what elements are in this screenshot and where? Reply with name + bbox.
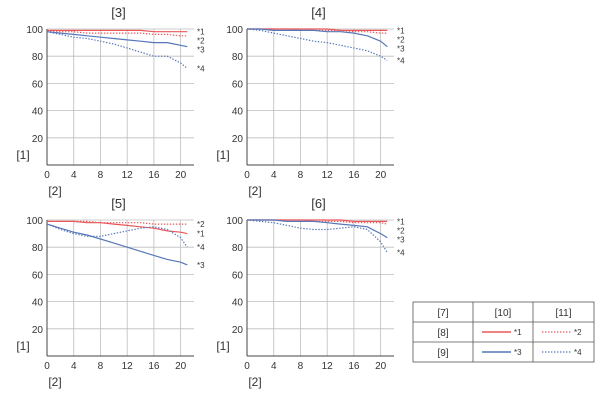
y-tick-label: 80 xyxy=(32,243,44,254)
x-axis-label: [2] xyxy=(248,375,261,389)
series-line-star3 xyxy=(46,223,188,266)
x-axis-label: [2] xyxy=(248,184,261,198)
series-end-label: *1 xyxy=(397,26,405,35)
y-tick-label: 40 xyxy=(32,298,44,309)
chart-title: [5] xyxy=(111,196,125,211)
legend-header: [11] xyxy=(556,308,572,319)
x-axis-label: [2] xyxy=(48,375,61,389)
y-tick-label: 20 xyxy=(232,325,244,336)
x-tick-label: 20 xyxy=(375,361,387,372)
x-tick-label: 20 xyxy=(175,361,187,372)
y-tick-label: 60 xyxy=(232,79,244,90)
y-tick-label: 40 xyxy=(232,298,244,309)
chart-title: [6] xyxy=(311,196,325,211)
y-tick-label: 100 xyxy=(226,216,243,227)
y-tick-label: 80 xyxy=(232,243,244,254)
series-line-star2 xyxy=(47,31,188,37)
x-tick-label: 16 xyxy=(348,170,360,181)
series-end-label: *3 xyxy=(197,46,205,55)
series-end-label: *2 xyxy=(197,37,205,46)
series-end-label: *3 xyxy=(397,44,405,53)
legend-row-label: [8] xyxy=(437,328,448,339)
series-line-star2 xyxy=(47,220,188,225)
legend-series-label: *1 xyxy=(514,328,522,337)
x-tick-label: 4 xyxy=(71,361,77,372)
series-end-label: *4 xyxy=(397,249,405,258)
legend-header: [10] xyxy=(495,308,512,319)
y-tick-label: 20 xyxy=(32,134,44,145)
x-tick-label: 8 xyxy=(98,361,104,372)
y-axis-label: [1] xyxy=(216,339,229,353)
legend-series-label: *4 xyxy=(574,348,582,357)
x-tick-label: 0 xyxy=(44,361,50,372)
legend-row-label: [9] xyxy=(437,348,448,359)
x-tick-label: 0 xyxy=(244,170,250,181)
legend-series-label: *2 xyxy=(574,328,582,337)
legend-table: [7] [10] [11] [8] *1 *2 [9] *3 *4 xyxy=(412,301,595,363)
series-end-label: *3 xyxy=(197,261,205,270)
series-end-label: *2 xyxy=(397,226,405,235)
x-tick-label: 12 xyxy=(322,361,334,372)
x-tick-label: 16 xyxy=(148,170,160,181)
x-tick-label: 8 xyxy=(298,361,304,372)
y-tick-label: 40 xyxy=(32,107,44,118)
x-tick-label: 8 xyxy=(98,170,104,181)
y-axis-label: [1] xyxy=(216,148,229,162)
x-tick-label: 20 xyxy=(375,170,387,181)
y-tick-label: 80 xyxy=(32,52,44,63)
y-tick-label: 100 xyxy=(26,25,43,36)
series-line-star3 xyxy=(247,28,388,48)
series-end-label: *1 xyxy=(197,28,205,37)
y-axis-label: [1] xyxy=(16,339,29,353)
series-line-star3 xyxy=(46,31,188,48)
series-end-label: *1 xyxy=(197,230,205,239)
series-end-label: *3 xyxy=(397,235,405,244)
chart-title: [4] xyxy=(311,5,325,20)
y-tick-label: 40 xyxy=(232,107,244,118)
y-tick-label: 100 xyxy=(26,216,43,227)
y-tick-label: 20 xyxy=(232,134,244,145)
x-tick-label: 4 xyxy=(271,170,277,181)
series-end-label: *4 xyxy=(197,64,205,73)
chart-title: [3] xyxy=(111,5,125,20)
series-line-star4 xyxy=(246,219,388,253)
x-tick-label: 16 xyxy=(348,361,360,372)
y-axis-label: [1] xyxy=(16,148,29,162)
y-tick-label: 80 xyxy=(232,52,244,63)
x-tick-label: 4 xyxy=(271,361,277,372)
series-line-star2 xyxy=(247,28,388,34)
series-end-label: *4 xyxy=(197,243,205,252)
series-end-label: *1 xyxy=(397,217,405,226)
y-tick-label: 60 xyxy=(232,270,244,281)
series-line-star4 xyxy=(46,223,188,248)
series-line-star4 xyxy=(246,28,388,61)
x-axis-label: [2] xyxy=(48,184,61,198)
x-tick-label: 16 xyxy=(148,361,160,372)
series-line-star4 xyxy=(46,31,188,69)
series-end-label: *2 xyxy=(197,220,205,229)
series-end-label: *2 xyxy=(397,35,405,44)
series-line-star1 xyxy=(47,29,188,33)
x-tick-label: 12 xyxy=(322,170,334,181)
series-line-star3 xyxy=(247,219,388,239)
x-tick-label: 0 xyxy=(44,170,50,181)
y-tick-label: 100 xyxy=(226,25,243,36)
x-tick-label: 8 xyxy=(298,170,304,181)
y-tick-label: 20 xyxy=(32,325,44,336)
x-tick-label: 12 xyxy=(122,361,134,372)
y-tick-label: 60 xyxy=(32,270,44,281)
series-end-label: *4 xyxy=(397,56,405,65)
legend-series-label: *3 xyxy=(514,348,522,357)
x-tick-label: 0 xyxy=(244,361,250,372)
x-tick-label: 20 xyxy=(175,170,187,181)
x-tick-label: 12 xyxy=(122,170,134,181)
y-tick-label: 60 xyxy=(32,79,44,90)
legend-header: [7] xyxy=(437,308,448,319)
x-tick-label: 4 xyxy=(71,170,77,181)
